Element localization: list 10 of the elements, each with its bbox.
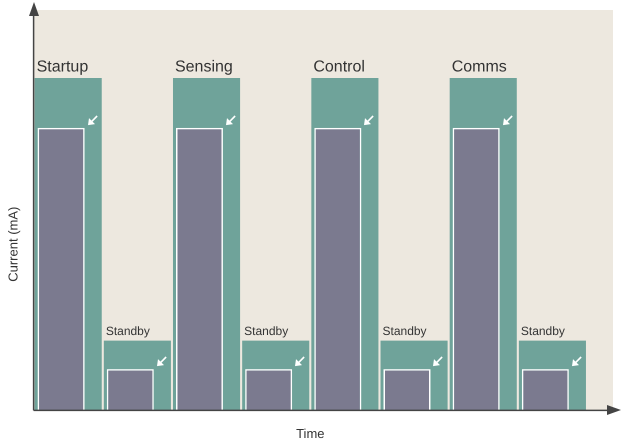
x-tick-label: Standby [520,324,565,338]
x-tick-label: Startup [36,58,88,76]
x-tick-label: Control [313,58,365,76]
x-axis-title: Time [296,426,325,441]
y-axis-title: Current (mA) [5,206,20,282]
x-tick-label: Standby [244,324,288,338]
x-tick-label: Sensing [174,58,233,76]
x-tick-label: Standby [106,324,150,338]
x-tick-label: Comms [452,58,507,76]
x-tick-label: Standby [382,324,427,338]
